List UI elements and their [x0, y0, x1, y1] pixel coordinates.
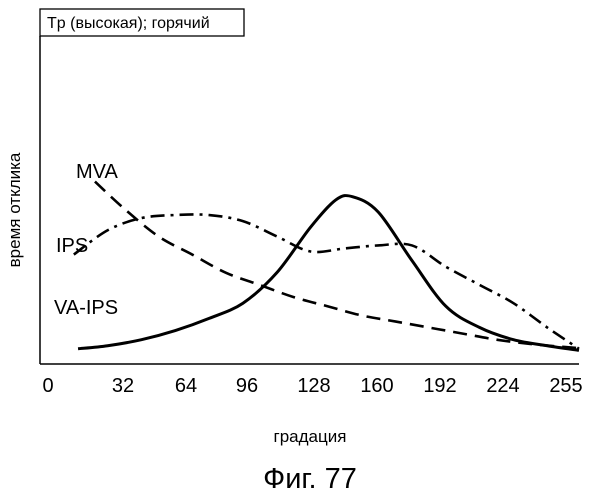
y-axis-title: время отклика [5, 152, 24, 267]
x-tick-label: 32 [112, 375, 134, 397]
x-axis-title: градация [274, 427, 347, 446]
series-labels: MVA IPS VA-IPS [54, 161, 119, 319]
series-label-ips: IPS [56, 235, 88, 257]
x-tick-label: 64 [175, 375, 197, 397]
x-tick-label: 160 [360, 375, 393, 397]
figure-caption: Фиг. 77 [263, 463, 357, 495]
series-line-mva [95, 182, 579, 349]
x-tick-label: 224 [486, 375, 519, 397]
x-tick-label: 0 [42, 375, 53, 397]
series-label-mva: MVA [76, 161, 119, 183]
x-tick-label: 255 [549, 375, 582, 397]
series-line-va-ips [78, 196, 579, 351]
x-tick-label: 192 [423, 375, 456, 397]
series-label-va-ips: VA-IPS [54, 297, 118, 319]
legend-text: Tp (высокая); горячий [47, 15, 210, 32]
series-lines [74, 182, 579, 351]
series-line-ips [74, 214, 579, 348]
x-tick-label: 96 [236, 375, 258, 397]
x-tick-label: 128 [297, 375, 330, 397]
x-tick-labels: 0 32 64 96 128 160 192 224 255 [42, 375, 582, 397]
